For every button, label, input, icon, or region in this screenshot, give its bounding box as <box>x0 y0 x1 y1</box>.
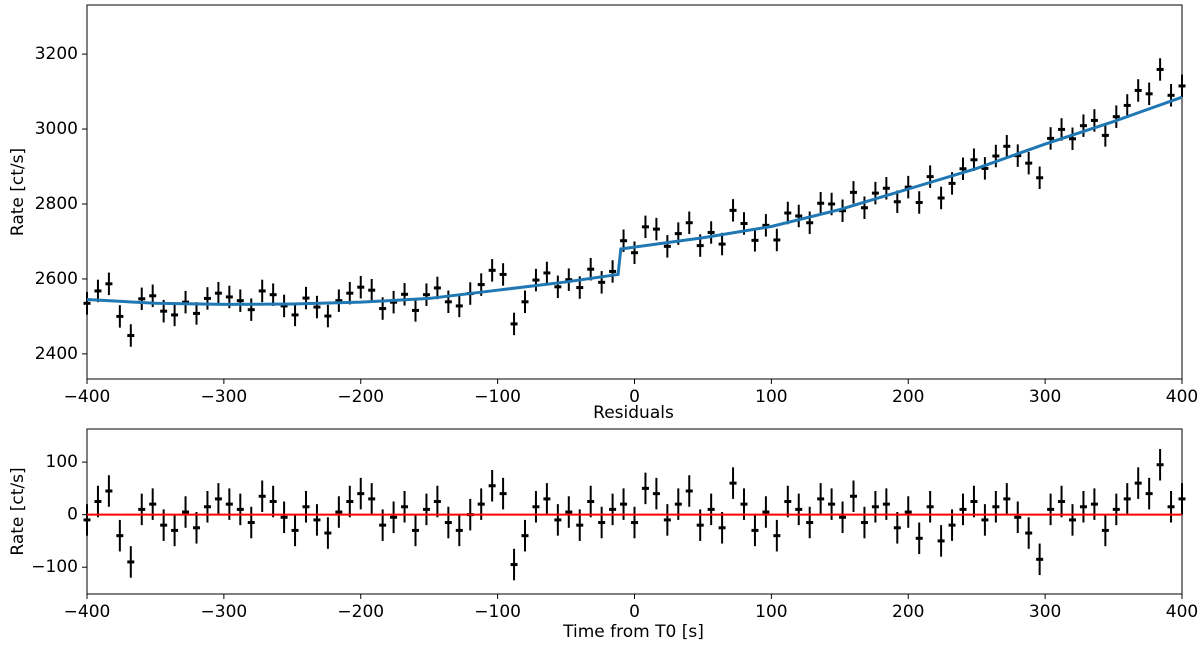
y-tick-label: 0 <box>67 505 78 525</box>
x-tick-label: 200 <box>892 387 924 407</box>
x-tick-label: 400 <box>1166 387 1198 407</box>
x-tick-label: 0 <box>629 602 640 622</box>
y-tick-label: −100 <box>31 557 78 577</box>
x-tick-label: −100 <box>474 602 521 622</box>
y-tick-label: 2600 <box>35 269 78 289</box>
x-tick-label: 400 <box>1166 602 1198 622</box>
y-tick-label: 3200 <box>35 44 78 64</box>
x-tick-label: 200 <box>892 602 924 622</box>
x-tick-label: 300 <box>1029 602 1061 622</box>
x-tick-label: −400 <box>64 387 111 407</box>
x-tick-label: 300 <box>1029 387 1061 407</box>
x-tick-label: −400 <box>64 602 111 622</box>
x-tick-label: 0 <box>629 387 640 407</box>
y-tick-label: 2400 <box>35 344 78 364</box>
y-tick-label: 100 <box>46 452 78 472</box>
x-tick-label: 100 <box>755 602 787 622</box>
x-tick-label: 100 <box>755 387 787 407</box>
y-tick-label: 3000 <box>35 119 78 139</box>
y-axis-label: Rate [ct/s] <box>8 467 28 555</box>
y-axis-label: Rate [ct/s] <box>8 148 28 236</box>
panel-title: Residuals <box>593 403 674 423</box>
model-line <box>86 95 1183 306</box>
x-tick-label: −200 <box>337 602 384 622</box>
x-tick-label: −200 <box>337 387 384 407</box>
x-tick-label: −100 <box>474 387 521 407</box>
x-axis-label: Time from T0 [s] <box>562 622 704 642</box>
x-tick-label: −300 <box>201 602 248 622</box>
plot-frame <box>86 4 1183 380</box>
y-tick-label: 2800 <box>35 194 78 214</box>
x-tick-label: −300 <box>201 387 248 407</box>
